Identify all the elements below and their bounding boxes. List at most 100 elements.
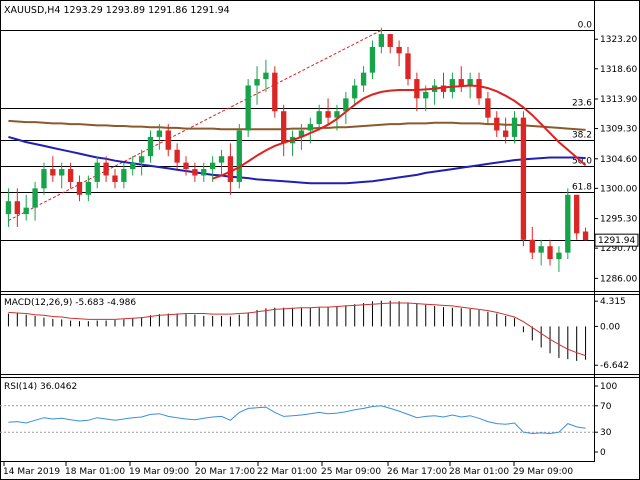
candle-body	[467, 79, 473, 86]
candle-body	[352, 85, 358, 99]
candle-body	[130, 162, 136, 170]
time-tick-label: 28 Mar 01:00	[449, 467, 509, 477]
candle-body	[396, 46, 402, 54]
candle-body	[50, 169, 56, 176]
candle-body	[423, 91, 429, 99]
candle-body	[334, 111, 340, 118]
candle-body	[556, 252, 562, 260]
fib-label: 23.6	[572, 99, 592, 109]
candle-body	[85, 181, 92, 195]
candle-body	[218, 156, 225, 163]
candle-body	[325, 111, 331, 118]
rsi-tick-label: 100	[600, 382, 617, 392]
candle-body	[138, 156, 145, 163]
candle-body	[494, 117, 500, 131]
time-tick-label: 18 Mar 01:00	[65, 467, 125, 477]
rsi-line	[8, 405, 586, 435]
macd-title: MACD(12,26,9) -5.683 -4.986	[4, 298, 136, 308]
candle-body	[414, 79, 420, 99]
macd-tick-label: 0.00	[600, 322, 620, 332]
candle-body	[387, 34, 393, 47]
candle-body	[378, 34, 385, 47]
candle-body	[511, 117, 518, 137]
candle-body	[547, 246, 553, 260]
candle-body	[369, 46, 376, 73]
candle-body	[458, 79, 464, 86]
rsi-tick-label: 70	[600, 402, 612, 412]
time-tick-label: 19 Mar 09:00	[129, 467, 189, 477]
candle-body	[538, 246, 544, 253]
fib-label: 0.0	[578, 21, 593, 31]
last-price-label: 1291.94	[598, 236, 635, 246]
time-tick-label: 20 Mar 17:00	[195, 467, 255, 477]
price-pane: 0.023.638.250.061.81323.201318.601313.90…	[0, 21, 639, 284]
time-tick-label: 29 Mar 09:00	[513, 467, 573, 477]
candle-body	[281, 111, 287, 144]
candle-body	[582, 231, 589, 241]
candle-body	[5, 201, 12, 215]
candle-body	[502, 130, 509, 137]
candle-body	[360, 72, 367, 86]
candle-body	[440, 85, 447, 92]
macd-pane: MACD(12,26,9) -5.683 -4.986 4.315 0.00 -6.…	[4, 297, 629, 371]
candle-body	[112, 175, 118, 182]
candle-body	[41, 169, 47, 189]
price-tick-label: 1300.00	[600, 184, 637, 194]
rsi-title: RSI(14) 36.0462	[4, 382, 77, 392]
fib-label: 38.2	[572, 131, 592, 141]
candle-body	[485, 98, 491, 118]
price-tick-label: 1309.30	[600, 125, 637, 135]
candle-body	[121, 169, 127, 182]
ma-fast-line	[212, 84, 587, 180]
candle-body	[23, 207, 29, 215]
candle-body	[32, 188, 38, 208]
candle-body	[147, 136, 154, 157]
time-tick-label: 14 Mar 2019	[3, 467, 60, 477]
candle-body	[245, 85, 251, 131]
price-tick-label: 1323.20	[600, 35, 637, 45]
candle-body	[236, 130, 242, 182]
last-price-box	[594, 233, 639, 247]
candle-body	[307, 124, 313, 131]
candle-body	[316, 111, 322, 125]
candle-body	[201, 169, 207, 176]
macd-tick-label: -6.642	[600, 361, 629, 371]
candle-body	[476, 79, 482, 99]
candle-body	[254, 79, 260, 86]
ma-slow-line	[8, 119, 586, 131]
candle-body	[174, 149, 180, 163]
candle-body	[343, 98, 349, 112]
candle-body	[76, 181, 83, 195]
price-tick-label: 1304.60	[600, 155, 637, 165]
ma-mid-line	[8, 135, 586, 185]
candle-body	[529, 239, 535, 253]
candle-body	[94, 162, 100, 182]
candle-body	[520, 117, 527, 240]
price-tick-label: 1313.90	[600, 95, 637, 105]
candle-body	[103, 162, 109, 176]
candle-body	[209, 162, 216, 170]
candle-body	[405, 53, 411, 80]
candle-body	[565, 194, 571, 253]
chart-title: XAUUSD,H4 1293.29 1293.89 1291.86 1291.9…	[4, 5, 230, 16]
candle-body	[227, 156, 234, 182]
candle-body	[67, 169, 74, 182]
time-tick-label: 26 Mar 17:00	[387, 467, 447, 477]
time-tick-label: 22 Mar 01:00	[257, 467, 317, 477]
macd-signal-line	[8, 302, 586, 357]
price-tick-label: 1295.30	[600, 215, 637, 225]
candle-body	[165, 130, 171, 150]
candle-body	[59, 169, 65, 176]
price-tick-label: 1286.00	[600, 274, 637, 284]
candle-body	[263, 72, 269, 80]
rsi-tick-label: 30	[600, 428, 612, 438]
candle-body	[192, 169, 198, 176]
price-tick-label: 1318.60	[600, 65, 637, 75]
candle-body	[14, 201, 20, 215]
rsi-tick-label: 0	[600, 448, 606, 458]
time-tick-label: 25 Mar 09:00	[321, 467, 381, 477]
candle-body	[298, 130, 305, 137]
time-axis: 14 Mar 2019 18 Mar 01:00 19 Mar 09:00 20 Ma…	[3, 461, 573, 477]
